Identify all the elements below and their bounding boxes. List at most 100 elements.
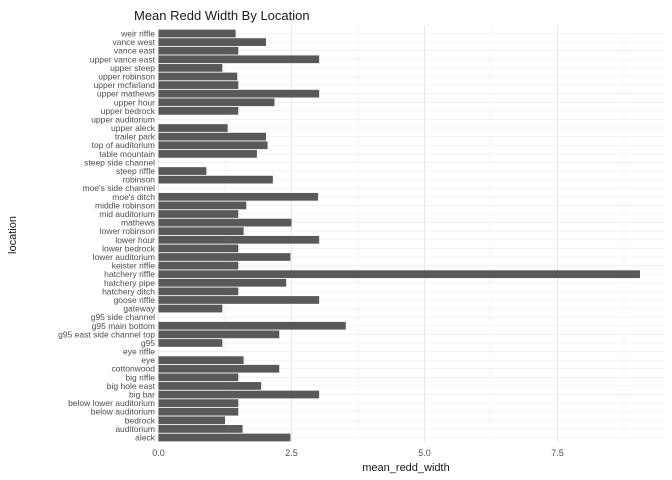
bar	[158, 81, 239, 89]
y-tick-label: robinson	[122, 175, 155, 185]
y-tick-label: steep side channel	[84, 157, 155, 167]
bar	[158, 407, 239, 416]
bar	[158, 261, 239, 270]
bar	[158, 124, 228, 132]
bar	[158, 364, 280, 373]
bar	[158, 399, 239, 407]
bar	[158, 330, 280, 339]
y-tick-label: auditorium	[115, 424, 155, 434]
y-tick-label: upper vance east	[90, 54, 156, 64]
y-tick-label: vance west	[112, 37, 155, 47]
bar	[158, 132, 266, 141]
y-tick-label: eye	[141, 355, 155, 365]
y-tick-label: top of auditorium	[92, 140, 155, 150]
bar	[158, 64, 223, 72]
y-tick-label: hatchery riffle	[104, 269, 155, 279]
y-tick-label: lower bedrock	[102, 243, 156, 253]
y-tick-label: hatchery ditch	[102, 286, 155, 296]
bar	[158, 433, 291, 442]
y-tick-label: bedrock	[125, 415, 156, 425]
bar	[158, 46, 239, 55]
y-tick-label: keister riffle	[112, 261, 156, 271]
bar	[158, 167, 207, 175]
bar	[158, 175, 273, 184]
bar	[158, 192, 319, 201]
bar	[158, 218, 292, 227]
bar	[158, 29, 236, 38]
y-tick-label: weir riffle	[120, 29, 155, 39]
y-tick-label: mid auditorium	[99, 209, 155, 219]
y-tick-label: upper bedrock	[101, 106, 156, 116]
bar	[158, 55, 320, 64]
y-tick-label: big hole east	[107, 381, 156, 391]
y-tick-label: below lower auditorium	[68, 398, 155, 408]
bar	[158, 390, 320, 399]
y-tick-label: upper mcfarland	[94, 80, 156, 90]
y-tick-label: upper aleck	[111, 123, 156, 133]
bar	[158, 235, 320, 244]
x-tick-labels: 0.0 2.5 5.0 7.5	[152, 448, 564, 458]
bar	[158, 89, 320, 98]
y-tick-label: g95	[141, 338, 155, 348]
bar	[158, 425, 243, 433]
y-tick-label: aleck	[135, 433, 156, 443]
bar	[158, 416, 225, 425]
y-tick-label: gateway	[123, 304, 155, 314]
y-tick-label: hatchery pipe	[104, 278, 155, 288]
y-tick-label: moe's side channel	[83, 183, 156, 193]
bar	[158, 244, 239, 253]
y-tick-label: upper auditorium	[91, 114, 155, 124]
bar	[158, 356, 244, 365]
chart-title: Mean Redd Width By Location	[134, 8, 310, 23]
bar	[158, 38, 266, 46]
y-tick-label: below auditorium	[91, 407, 155, 417]
y-tick-label: upper hour	[114, 97, 155, 107]
bar	[158, 296, 320, 304]
bar	[158, 339, 223, 347]
bar	[158, 141, 268, 150]
bar	[158, 321, 346, 330]
bar	[158, 201, 247, 210]
y-tick-label: g95 side channel	[91, 312, 155, 322]
y-tick-label: lower hour	[115, 235, 155, 245]
y-tick-label: eye riffle	[123, 347, 155, 357]
bar	[158, 210, 239, 218]
bar	[158, 72, 238, 81]
x-axis-title: mean_redd_width	[362, 462, 449, 474]
y-tick-label: upper steep	[110, 63, 155, 73]
bar	[158, 287, 239, 296]
bar	[158, 106, 239, 115]
bar	[158, 278, 287, 287]
bar-layer	[158, 29, 640, 442]
y-tick-label: g95 main bottom	[92, 321, 155, 331]
bar	[158, 98, 275, 107]
y-tick-label: g95 east side channel top	[58, 329, 155, 339]
y-tick-label: vance east	[114, 46, 156, 56]
y-tick-label: lower auditorium	[93, 252, 155, 262]
x-tick-label: 0.0	[152, 448, 165, 458]
x-tick-label: 7.5	[551, 448, 564, 458]
y-tick-label: trailer park	[115, 132, 156, 142]
bar	[158, 270, 640, 279]
y-tick-label: mathews	[121, 218, 155, 228]
x-tick-label: 2.5	[285, 448, 298, 458]
x-tick-label: 5.0	[418, 448, 431, 458]
bar	[158, 253, 291, 261]
y-axis-title: location	[7, 216, 19, 254]
bar	[158, 382, 262, 390]
y-tick-label: goose riffle	[114, 295, 156, 305]
y-tick-label: middle robinson	[95, 200, 155, 210]
y-tick-label: big riffle	[125, 372, 155, 382]
y-tick-label: upper robinson	[98, 71, 155, 81]
y-tick-label: upper mathews	[97, 89, 155, 99]
y-tick-label: table mountain	[99, 149, 155, 159]
bar	[158, 373, 239, 382]
y-tick-label: cottonwood	[112, 364, 156, 374]
bar	[158, 149, 257, 158]
y-tick-label: moe's ditch	[112, 192, 155, 202]
y-tick-label: big bar	[129, 390, 155, 400]
y-tick-label: steep riffle	[116, 166, 155, 176]
bar	[158, 304, 223, 313]
